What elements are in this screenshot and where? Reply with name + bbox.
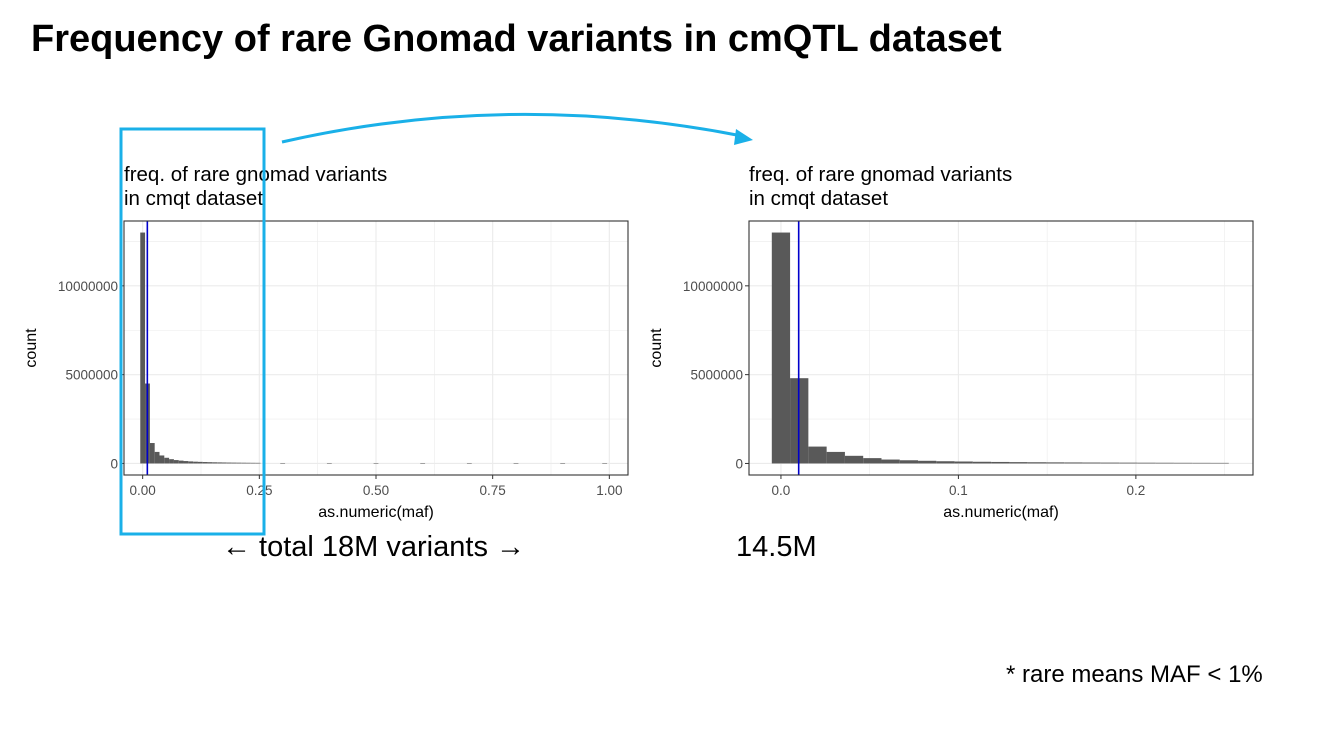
right-histogram-bar xyxy=(808,446,827,464)
left-histogram-bar xyxy=(373,463,379,464)
right-histogram-bar xyxy=(1119,462,1138,464)
left-histogram-bar xyxy=(164,457,170,464)
arrow-head xyxy=(734,129,753,145)
curved-arrow xyxy=(281,112,743,144)
right-histogram: 0.0 0.1 0.2 0 5000000 10000000 as.numeric(maf)… xyxy=(648,220,1254,521)
right-x-tick-label: 0.0 xyxy=(772,483,791,498)
right-histogram-bar xyxy=(1192,462,1211,464)
left-histogram-bar xyxy=(420,463,426,464)
right-y-tick-label: 0 xyxy=(735,456,743,471)
left-y-tick-label: 10000000 xyxy=(58,279,118,294)
right-x-tick-label: 0.2 xyxy=(1126,483,1145,498)
right-histogram-bar xyxy=(1027,462,1046,464)
left-chart-title-line-2: in cmqt dataset xyxy=(124,187,264,210)
right-histogram-bar xyxy=(1045,462,1065,464)
right-histogram-bar xyxy=(936,461,955,464)
left-histogram-bar xyxy=(280,463,286,464)
left-histogram-bar xyxy=(178,460,184,464)
right-histogram-bar xyxy=(1082,462,1101,464)
left-histogram-bar xyxy=(154,451,160,464)
left-histogram-bar xyxy=(246,462,251,464)
left-histogram-bar xyxy=(326,463,332,464)
right-chart-title: freq. of rare gnomad variants in cmqt da… xyxy=(749,163,1012,211)
left-histogram-bar xyxy=(202,462,208,464)
left-chart-title-line-1: freq. of rare gnomad variants xyxy=(124,163,388,186)
right-histogram-bar xyxy=(918,460,937,464)
slide-title: Frequency of rare Gnomad variants in cmQ… xyxy=(31,18,1002,60)
left-histogram-bar xyxy=(169,459,174,464)
right-y-axis-label: count xyxy=(648,328,665,368)
left-histogram-bar xyxy=(149,443,155,464)
right-panel-border xyxy=(748,220,1254,476)
right-histogram-bar xyxy=(881,459,900,464)
left-histogram-bar xyxy=(236,462,242,464)
left-histogram-bar xyxy=(207,462,213,464)
annotations xyxy=(119,112,753,536)
left-histogram-bar xyxy=(212,462,218,464)
total-variants-caption: ← total 18M variants → xyxy=(222,531,525,563)
right-histogram-bar xyxy=(771,232,791,464)
left-x-tick-label: 0.75 xyxy=(480,483,506,498)
left-histogram-bar xyxy=(241,462,247,464)
left-histogram-bar xyxy=(560,463,566,464)
right-plot-background xyxy=(749,221,1253,475)
left-x-tick-label: 0.00 xyxy=(130,483,156,498)
left-histogram-bar xyxy=(183,461,189,464)
right-histogram-bar xyxy=(844,455,864,464)
right-histogram-bar xyxy=(972,461,992,464)
right-histogram-bar xyxy=(1173,462,1193,464)
left-chart-title: freq. of rare gnomad variants in cmqt da… xyxy=(124,163,387,211)
left-histogram-bar xyxy=(250,462,256,464)
left-histogram-bar xyxy=(217,462,222,464)
left-histogram-bar xyxy=(255,462,261,464)
left-x-tick-label: 0.50 xyxy=(363,483,389,498)
left-histogram-bar xyxy=(221,462,227,464)
right-histogram-bar xyxy=(954,461,973,464)
left-histogram-bar xyxy=(513,463,519,464)
left-histogram: 0.00 0.25 0.50 0.75 1.00 0 5000000 10000000 as.n… xyxy=(23,220,629,521)
right-histogram-bar xyxy=(826,451,845,464)
right-histogram-bar xyxy=(863,458,882,464)
footnote: * rare means MAF < 1% xyxy=(1006,661,1263,688)
right-histogram-bar xyxy=(1009,462,1028,464)
left-histogram-bar xyxy=(140,232,146,464)
left-x-tick-label: 1.00 xyxy=(596,483,622,498)
left-histogram-bar xyxy=(173,460,179,464)
left-y-tick-label: 5000000 xyxy=(65,368,118,383)
right-histogram-bar xyxy=(1064,462,1083,464)
right-histogram-bar xyxy=(1100,462,1120,464)
right-y-tick-label: 5000000 xyxy=(690,368,743,383)
left-histogram-bar xyxy=(231,462,237,464)
left-histogram-bar xyxy=(159,455,165,464)
left-histogram-bar xyxy=(197,461,203,464)
right-histogram-bar xyxy=(991,461,1010,464)
rare-variants-caption: 14.5M xyxy=(736,531,817,563)
left-x-tick-label: 0.25 xyxy=(246,483,272,498)
right-chart-title-line-1: freq. of rare gnomad variants xyxy=(749,163,1013,186)
left-x-axis-label: as.numeric(maf) xyxy=(318,504,434,521)
right-histogram-bar xyxy=(1155,462,1174,464)
right-chart-title-line-2: in cmqt dataset xyxy=(749,187,889,210)
left-histogram-bar xyxy=(188,461,194,464)
highlight-box xyxy=(119,127,266,536)
right-x-axis-label: as.numeric(maf) xyxy=(943,504,1059,521)
right-histogram-bar xyxy=(1210,462,1229,464)
left-y-tick-label: 0 xyxy=(110,456,118,471)
left-histogram-bar xyxy=(226,462,232,464)
right-x-tick-label: 0.1 xyxy=(949,483,968,498)
right-histogram-bar xyxy=(899,460,919,464)
left-histogram-bar xyxy=(466,463,472,464)
left-histogram-bar xyxy=(602,463,608,464)
right-histogram-bar xyxy=(1137,462,1156,464)
right-y-tick-label: 10000000 xyxy=(683,279,743,294)
left-histogram-bar xyxy=(193,461,198,464)
left-y-axis-label: count xyxy=(23,328,40,368)
